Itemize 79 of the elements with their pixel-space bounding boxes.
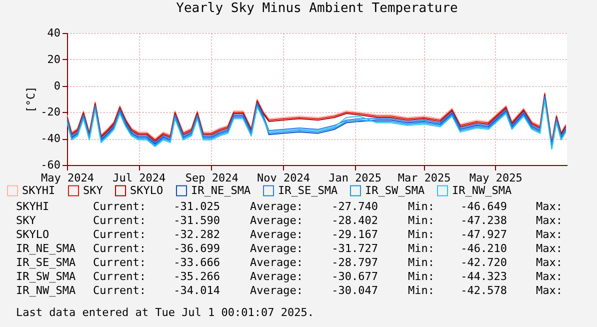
text: -36.699 — [174, 242, 220, 255]
x-tick-label: Sep 2024 — [185, 172, 239, 184]
text: -35.266 — [174, 270, 220, 283]
text: Average: — [250, 242, 303, 255]
text: -47.927 — [460, 228, 507, 241]
x-tick-label: Jan 2025 — [328, 172, 382, 184]
text: Max: — [536, 242, 562, 255]
text: -31.025 — [174, 200, 220, 213]
text: IR_NW_SMA — [16, 284, 76, 297]
text: Current: — [93, 256, 146, 269]
text: Current: — [93, 200, 146, 213]
legend-label: SKYLO — [130, 184, 164, 197]
text: Average: — [250, 200, 303, 213]
chart-title: Yearly Sky Minus Ambient Temperature — [176, 1, 458, 16]
y-tick-label: -40 — [40, 132, 60, 146]
text: Current: — [93, 270, 146, 283]
text: -47.238 — [460, 214, 507, 227]
text: SKYHI — [16, 200, 50, 213]
text: Average: — [250, 284, 303, 297]
text: SKYLO — [16, 228, 50, 241]
text: Average: — [250, 228, 303, 241]
text: -28.797 — [332, 256, 378, 269]
text: Min: — [408, 214, 434, 227]
x-tick-label: Nov 2024 — [256, 172, 310, 184]
text: Min: — [408, 242, 434, 255]
y-axis-title: [°C] — [24, 86, 38, 113]
legend-label: SKY — [83, 184, 104, 197]
text: Max: — [536, 256, 562, 269]
text: -28.402 — [332, 214, 378, 227]
y-tick-label: 20 — [47, 52, 60, 66]
text: IR_SE_SMA — [16, 256, 76, 269]
text: Current: — [93, 242, 146, 255]
text: Max: — [536, 270, 562, 283]
text: -34.014 — [174, 284, 220, 297]
text: Min: — [408, 200, 434, 213]
text: -42.578 — [460, 284, 507, 297]
text: Max: — [536, 228, 562, 241]
legend-label: IR_NE_SMA — [191, 184, 251, 197]
text: -46.210 — [460, 242, 507, 255]
text: Average: — [250, 270, 303, 283]
text: Max: — [536, 214, 562, 227]
text: -33.666 — [174, 256, 220, 269]
x-tick-label: May 2025 — [469, 172, 522, 184]
text: Current: — [93, 214, 146, 227]
legend-label: IR_SE_SMA — [278, 184, 338, 197]
text: Max: — [536, 200, 562, 213]
x-tick-label: Jul 2024 — [112, 172, 166, 184]
text: Current: — [93, 284, 146, 297]
text: Min: — [408, 284, 434, 297]
text: -31.727 — [332, 242, 378, 255]
text: -29.167 — [332, 228, 378, 241]
text: -30.677 — [332, 270, 378, 283]
y-tick-label: 0 — [54, 79, 60, 92]
text: -46.649 — [460, 200, 507, 213]
text: Current: — [93, 228, 146, 241]
text: Last data entered at Tue Jul 1 00:01:07 2025. — [16, 306, 314, 319]
text: Average: — [250, 256, 303, 269]
text: Max: — [536, 284, 562, 297]
text: IR_NE_SMA — [16, 242, 76, 255]
text: Min: — [408, 270, 434, 283]
text: -44.323 — [460, 270, 507, 283]
legend-label: IR_NW_SMA — [452, 184, 512, 197]
legend-label: SKYHI — [22, 184, 56, 197]
text: -32.282 — [174, 228, 220, 241]
text: Average: — [250, 214, 303, 227]
text: Min: — [408, 256, 434, 269]
y-tick-label: 40 — [47, 26, 60, 40]
text: Min: — [408, 228, 434, 241]
text: SKY — [16, 214, 36, 227]
text: IR_SW_SMA — [16, 270, 76, 283]
x-tick-label: May 2024 — [41, 172, 94, 184]
text: -30.047 — [332, 284, 378, 297]
text: -27.740 — [332, 200, 378, 213]
x-tick-label: Mar 2025 — [398, 172, 451, 184]
text: -31.590 — [174, 214, 220, 227]
legend-label: IR_SW_SMA — [365, 184, 425, 197]
y-tick-label: -60 — [40, 158, 60, 172]
y-tick-label: -20 — [40, 106, 60, 119]
text: -42.720 — [460, 256, 507, 269]
